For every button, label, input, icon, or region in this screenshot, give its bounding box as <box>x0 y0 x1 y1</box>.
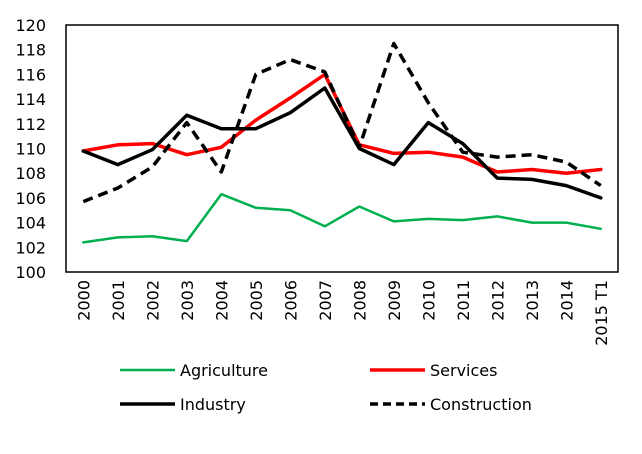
series-layer <box>81 41 603 244</box>
x-tick-label: 2014 <box>557 280 576 321</box>
legend: Agriculture Services Industry Construction <box>120 361 532 414</box>
legend-item-services: Services <box>370 361 497 380</box>
series-line-industry <box>81 86 603 200</box>
series-line-agriculture <box>82 192 603 244</box>
x-tick-label: 2009 <box>385 280 404 321</box>
x-tick-label: 2000 <box>74 280 93 321</box>
x-tick-label: 2006 <box>281 280 300 321</box>
x-tick-label: 2002 <box>143 280 162 321</box>
x-axis-tick-labels: 2000 2001 2002 2003 2004 2005 2006 2007 2008 2009… <box>74 280 611 346</box>
y-tick-label: 118 <box>15 41 46 60</box>
legend-label: Industry <box>180 395 246 414</box>
series-line-construction <box>82 41 602 204</box>
y-tick-label: 106 <box>15 189 46 208</box>
x-tick-label: 2012 <box>488 280 507 321</box>
y-tick-label: 120 <box>15 16 46 35</box>
plot-area-border <box>65 24 619 273</box>
legend-label: Construction <box>430 395 532 414</box>
y-tick-label: 102 <box>15 238 46 257</box>
x-tick-label: 2015 T1 <box>592 280 611 346</box>
legend-item-construction: Construction <box>370 395 532 414</box>
x-tick-label: 2011 <box>454 280 473 321</box>
x-tick-label: 2001 <box>109 280 128 321</box>
y-axis-tick-labels: 100 102 104 106 108 110 112 114 116 118 120 <box>15 16 46 282</box>
x-tick-label: 2013 <box>523 280 542 321</box>
x-tick-label: 2007 <box>316 280 335 321</box>
y-tick-label: 108 <box>15 164 46 183</box>
legend-label: Services <box>430 361 497 380</box>
x-tick-label: 2003 <box>178 280 197 321</box>
y-tick-label: 110 <box>15 140 46 159</box>
x-tick-label: 2005 <box>247 280 266 321</box>
y-tick-label: 104 <box>15 214 46 233</box>
series-line-services <box>81 72 603 175</box>
y-tick-label: 100 <box>15 263 46 282</box>
legend-item-industry: Industry <box>120 395 246 414</box>
legend-label: Agriculture <box>180 361 268 380</box>
y-tick-label: 116 <box>15 65 46 84</box>
x-tick-label: 2008 <box>350 280 369 321</box>
y-tick-label: 112 <box>15 115 46 134</box>
y-tick-label: 114 <box>15 90 46 109</box>
x-tick-label: 2010 <box>419 280 438 321</box>
x-tick-label: 2004 <box>212 280 231 321</box>
legend-item-agriculture: Agriculture <box>120 361 268 380</box>
